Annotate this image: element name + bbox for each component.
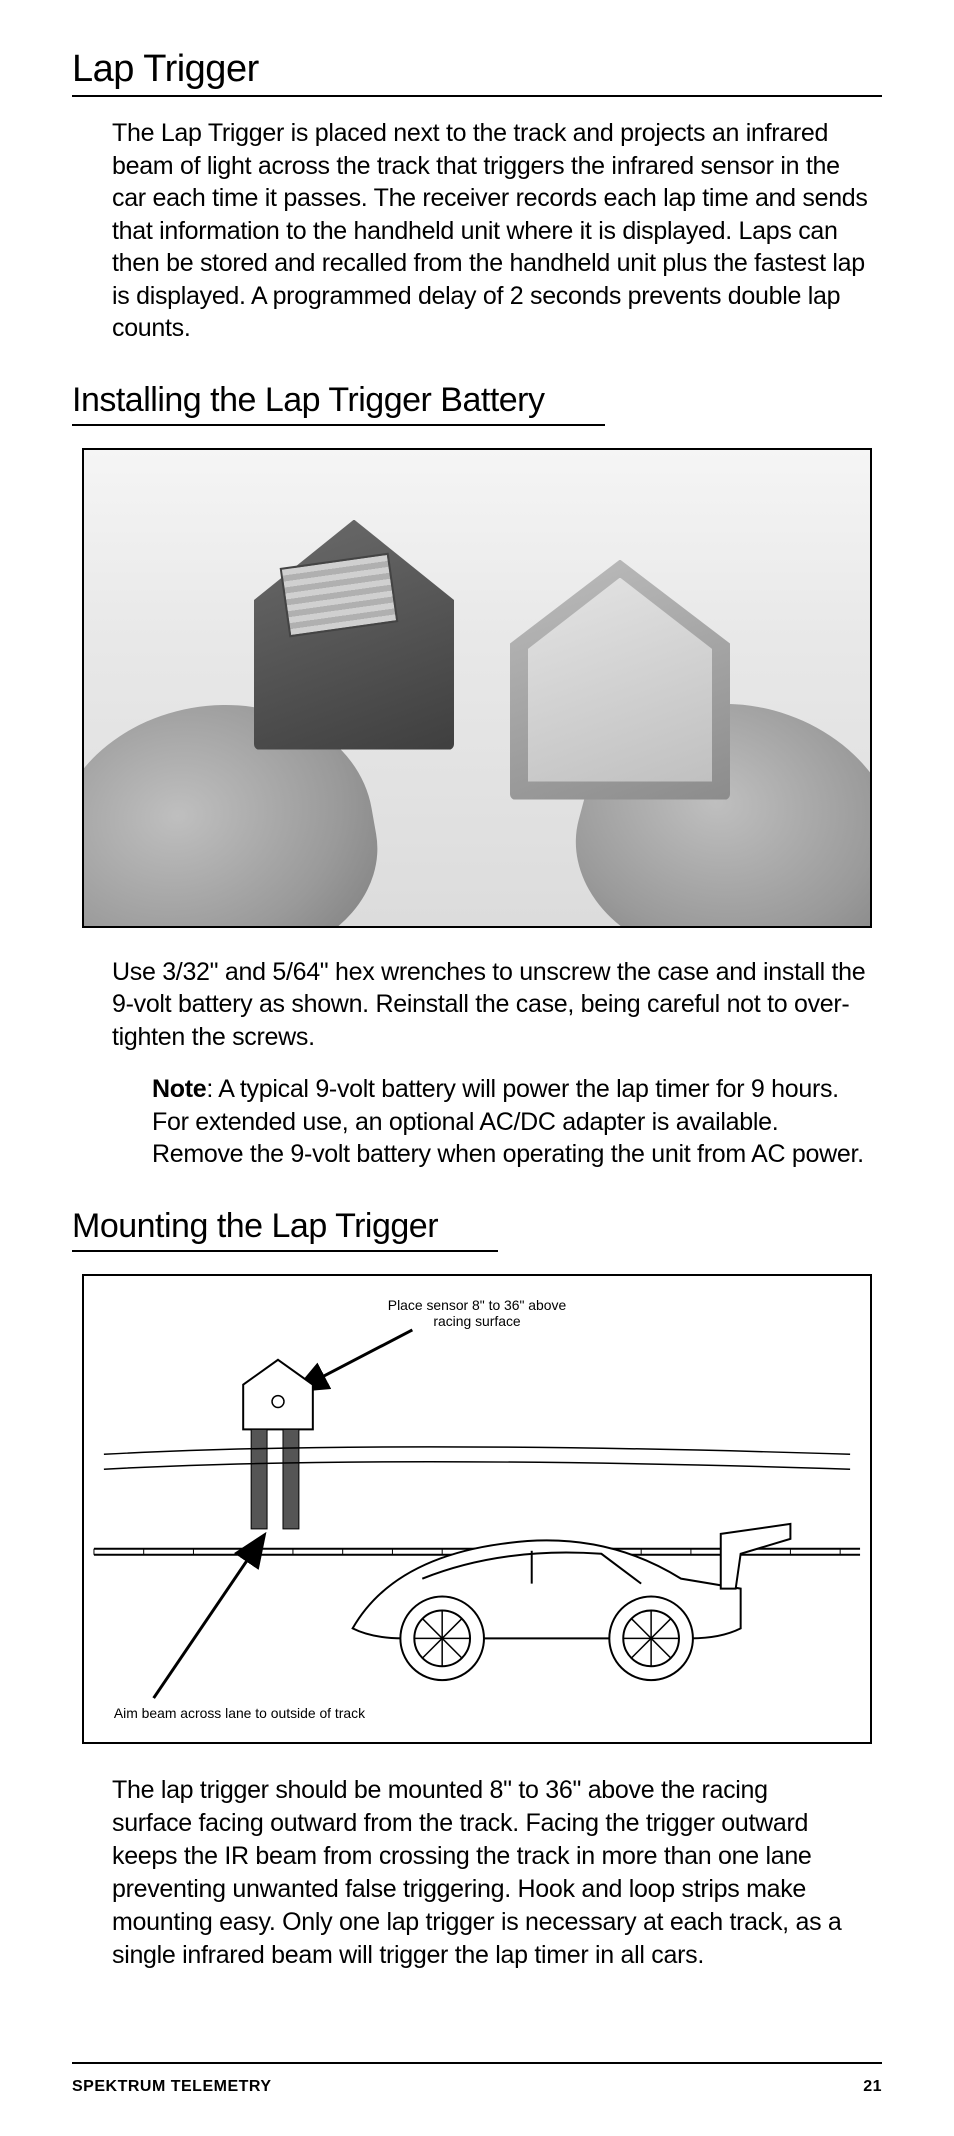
page-title: Lap Trigger <box>72 48 882 97</box>
diagram-label-top-1: Place sensor 8" to 36" above <box>388 1297 567 1313</box>
intro-paragraph: The Lap Trigger is placed next to the tr… <box>112 117 872 345</box>
battery-instructions: Use 3/32" and 5/64" hex wrenches to unsc… <box>112 956 882 1054</box>
mounting-diagram: Place sensor 8" to 36" above racing surf… <box>82 1274 872 1744</box>
diagram-label-bottom: Aim beam across lane to outside of track <box>114 1704 365 1720</box>
footer-publication: SPEKTRUM TELEMETRY <box>72 2078 272 2096</box>
diagram-label-top-2: racing surface <box>433 1312 521 1328</box>
page-footer: SPEKTRUM TELEMETRY 21 <box>72 2062 882 2096</box>
sensor-icon <box>243 1359 313 1528</box>
battery-photo <box>82 448 872 928</box>
rc-car-icon <box>353 1523 791 1679</box>
note-label: Note <box>152 1075 206 1103</box>
mounting-paragraph: The lap trigger should be mounted 8" to … <box>112 1774 842 1972</box>
nine-volt-battery <box>280 552 399 637</box>
battery-note: Note: A typical 9-volt battery will powe… <box>152 1073 872 1171</box>
heading-mounting: Mounting the Lap Trigger <box>72 1207 498 1252</box>
footer-page-number: 21 <box>863 2078 882 2096</box>
sensor-case-empty <box>510 560 730 800</box>
sensor-case-with-battery <box>254 520 454 750</box>
note-text: : A typical 9-volt battery will power th… <box>152 1075 864 1168</box>
heading-battery: Installing the Lap Trigger Battery <box>72 381 605 426</box>
